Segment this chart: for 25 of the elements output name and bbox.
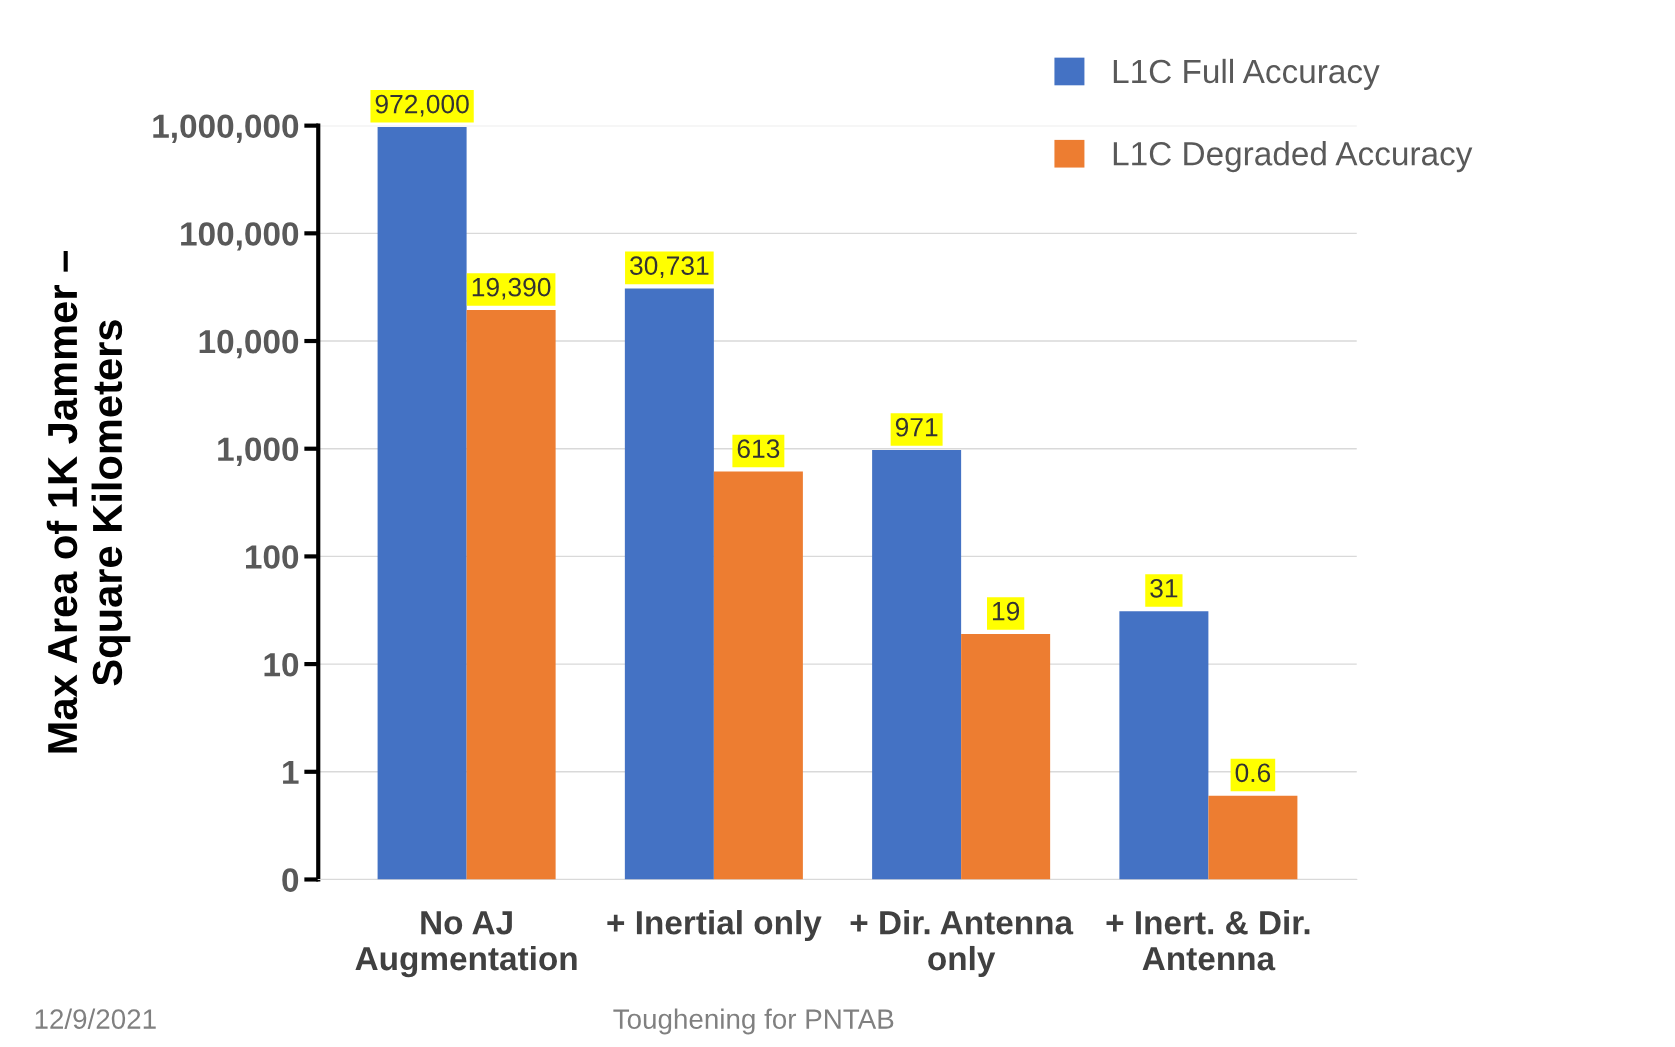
data-label: 19	[992, 601, 1020, 621]
y-tick-label: 100	[245, 545, 299, 569]
x-tick-label: + Inertial only	[607, 910, 822, 942]
text: 12/9/2021	[35, 1008, 156, 1029]
text: Toughening for PNTAB	[613, 1008, 894, 1035]
y-tick-label: 1,000	[218, 437, 299, 466]
data-label: 0.6	[1235, 763, 1271, 783]
y-tick-label: 10	[264, 652, 299, 677]
data-label: 613	[737, 439, 780, 459]
x-tick-label: + Dir. Antenna only	[850, 910, 1074, 978]
legend-label: L1C Degraded Accuracy	[1113, 141, 1473, 173]
data-label: 972,000	[375, 94, 469, 117]
x-tick-label: + Inert. & Dir. Antenna	[1106, 910, 1310, 971]
data-label: 31	[1150, 578, 1178, 598]
y-tick-label: 100,000	[181, 222, 299, 251]
data-label: 30,731	[630, 256, 709, 279]
data-label: 971	[895, 417, 938, 437]
y-tick-label: 1,000,000	[153, 114, 299, 143]
y-tick-label: 0	[282, 868, 299, 892]
legend-label: L1C Full Accuracy	[1113, 58, 1380, 90]
y-tick-label: 1	[283, 760, 299, 784]
y-axis-title: Max Area of 1K Jammer – Square Kilometers	[46, 251, 131, 753]
x-tick-label: No AJ Augmentation	[355, 911, 577, 978]
data-label: 19,390	[472, 277, 551, 300]
y-tick-label: 10,000	[199, 329, 299, 359]
